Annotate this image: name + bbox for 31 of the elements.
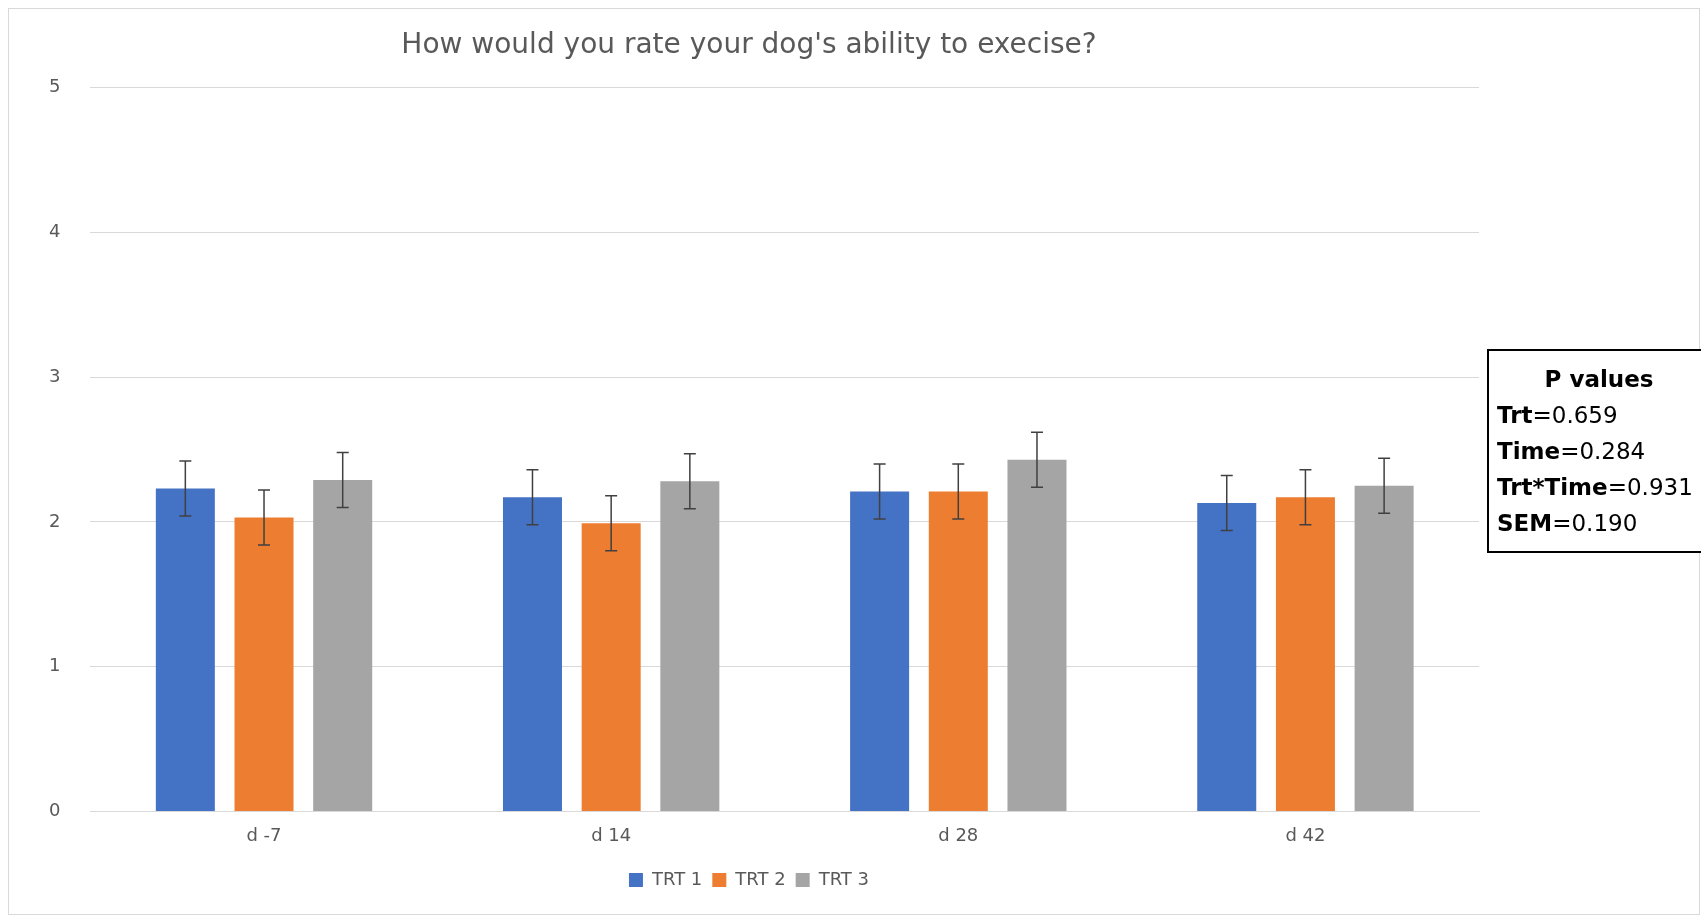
y-tick-label: 5 [49, 75, 61, 97]
text: Trt=0.659 [1497, 401, 1619, 430]
chart-title: How would you rate your dog's ability to execise? [401, 27, 1097, 61]
bar [313, 479, 373, 811]
bar [502, 497, 562, 811]
text: Trt*Time=0.931 [1497, 473, 1694, 502]
x-tick-label: d 28 [938, 823, 979, 845]
legend-label: TRT 2 [734, 867, 786, 889]
bar [155, 488, 215, 811]
bar [1354, 485, 1414, 811]
legend-label: TRT 3 [817, 867, 870, 889]
legend-label: TRT 1 [650, 867, 703, 889]
x-tick-label: d 14 [591, 823, 632, 845]
y-tick-label: 4 [49, 220, 61, 242]
bar [1007, 459, 1067, 811]
bar [234, 517, 294, 811]
y-tick-label: 2 [49, 509, 61, 531]
bar [1197, 503, 1257, 811]
bar [928, 491, 988, 811]
bar [581, 523, 641, 811]
bar [1275, 497, 1335, 811]
text: P values [1543, 365, 1655, 394]
bar [850, 491, 910, 811]
x-tick-label: d -7 [246, 823, 282, 845]
text: Time=0.284 [1497, 437, 1647, 466]
x-tick-label: d 42 [1285, 823, 1326, 845]
y-tick-label: 3 [49, 364, 61, 386]
y-tick-label: 1 [49, 654, 61, 676]
text: SEM=0.190 [1497, 509, 1639, 538]
bar [660, 481, 720, 811]
y-tick-label: 0 [49, 799, 61, 821]
